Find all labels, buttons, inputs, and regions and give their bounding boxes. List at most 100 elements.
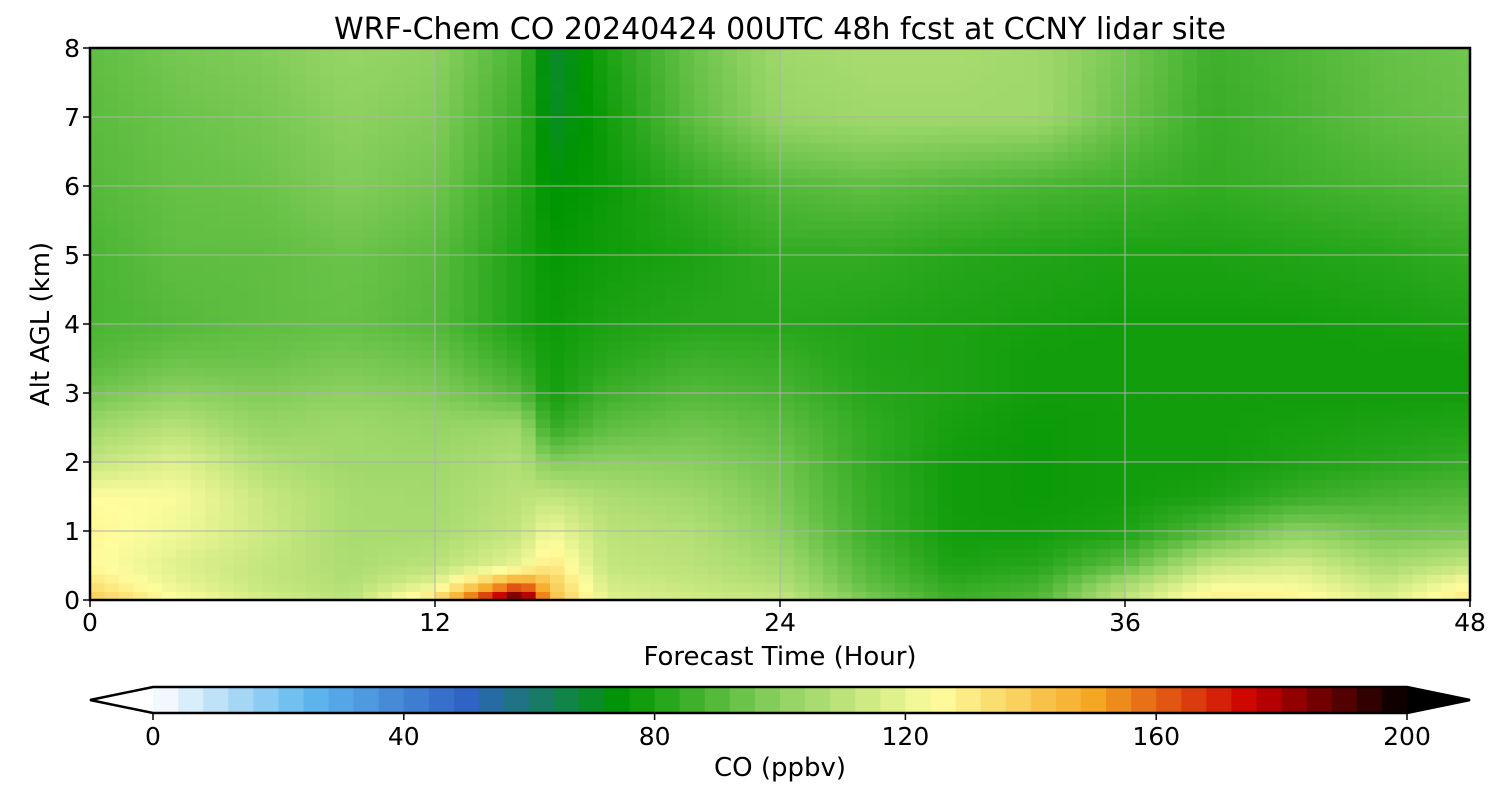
heatmap-cell [593, 220, 609, 230]
heatmap-cell [722, 591, 738, 600]
heatmap-cell [708, 436, 724, 446]
heatmap-cell [435, 401, 450, 411]
heatmap-cell [320, 513, 335, 523]
heatmap-cell [995, 160, 1011, 170]
heatmap-cell [1038, 341, 1054, 351]
heatmap-cell [406, 427, 422, 437]
heatmap-cell [593, 513, 609, 523]
heatmap-cell [895, 367, 910, 377]
heatmap-cell [190, 505, 206, 515]
heatmap-cell [219, 220, 235, 230]
heatmap-cell [291, 306, 307, 316]
heatmap-cell [1326, 168, 1342, 178]
heatmap-cell [1355, 565, 1370, 575]
heatmap-cell [506, 203, 522, 213]
heatmap-cell [1283, 496, 1299, 506]
heatmap-cell [966, 393, 982, 403]
heatmap-cell [233, 315, 249, 325]
heatmap-cell [1125, 211, 1140, 222]
heatmap-cell [492, 496, 508, 506]
heatmap-cell [1182, 582, 1198, 592]
heatmap-cell [377, 203, 393, 213]
heatmap-cell [1096, 556, 1112, 567]
heatmap-cell [420, 263, 436, 273]
heatmap-cell [90, 220, 105, 230]
heatmap-cell [1297, 444, 1313, 454]
heatmap-cell [233, 591, 249, 600]
heatmap-cell [1024, 341, 1040, 351]
heatmap-cell [1455, 401, 1470, 411]
heatmap-cell [1398, 556, 1414, 567]
heatmap-cell [1139, 324, 1155, 334]
heatmap-cell [1196, 255, 1212, 265]
heatmap-cell [1125, 591, 1140, 600]
heatmap-cell [391, 263, 407, 273]
heatmap-cell [593, 280, 609, 291]
heatmap-cell [1067, 341, 1083, 351]
heatmap-cell [679, 237, 695, 247]
heatmap-cell [435, 211, 450, 222]
heatmap-cell [1254, 375, 1270, 385]
heatmap-cell [205, 306, 220, 316]
heatmap-cell [665, 263, 680, 273]
heatmap-cell [205, 556, 220, 567]
heatmap-cell [981, 186, 997, 196]
heatmap-cell [851, 229, 867, 239]
heatmap-cell [1254, 315, 1270, 325]
heatmap-cell [823, 160, 839, 170]
heatmap-cell [133, 479, 149, 489]
heatmap-cell [1067, 479, 1083, 489]
heatmap-cell [1383, 410, 1399, 420]
heatmap-cell [621, 194, 637, 204]
heatmap-cell [1110, 298, 1126, 308]
heatmap-cell [176, 444, 192, 454]
heatmap-cell [1311, 556, 1327, 567]
heatmap-cell [449, 479, 465, 489]
heatmap-cell [391, 522, 407, 532]
heatmap-cell [593, 591, 609, 600]
heatmap-cell [966, 565, 982, 575]
heatmap-cell [1311, 177, 1327, 187]
heatmap-cell [1412, 574, 1428, 584]
heatmap-cell [1081, 393, 1097, 403]
heatmap-cell [1355, 531, 1370, 541]
heatmap-cell [1196, 591, 1212, 600]
heatmap-cell [981, 565, 997, 575]
heatmap-cell [866, 410, 882, 420]
heatmap-cell [1125, 531, 1140, 541]
heatmap-cell [1125, 220, 1140, 230]
heatmap-cell [564, 418, 580, 429]
heatmap-cell [363, 315, 379, 325]
heatmap-cell [1240, 211, 1255, 222]
heatmap-cell [118, 591, 134, 600]
heatmap-cell [866, 505, 882, 515]
heatmap-cell [521, 349, 537, 360]
heatmap-cell [406, 315, 422, 325]
heatmap-cell [679, 401, 695, 411]
heatmap-cell [1125, 556, 1140, 567]
heatmap-cell [1182, 574, 1198, 584]
heatmap-cell [291, 427, 307, 437]
heatmap-cell [1153, 470, 1169, 480]
heatmap-cell [1455, 229, 1470, 239]
heatmap-cell [1139, 513, 1155, 523]
heatmap-cell [176, 531, 192, 541]
heatmap-cell [1455, 462, 1470, 472]
heatmap-cell [923, 539, 939, 549]
heatmap-cell [161, 220, 177, 230]
heatmap-cell [1455, 565, 1470, 575]
heatmap-cell [348, 479, 364, 489]
heatmap-cell [1038, 462, 1054, 472]
heatmap-cell [593, 427, 609, 437]
heatmap-cell [133, 229, 149, 239]
heatmap-cell [1168, 367, 1184, 377]
heatmap-cell [593, 487, 609, 498]
heatmap-cell [966, 548, 982, 558]
heatmap-cell [1024, 220, 1040, 230]
heatmap-cell [607, 255, 623, 265]
heatmap-cell [751, 332, 767, 342]
heatmap-cell [607, 453, 623, 463]
heatmap-cell [1355, 522, 1370, 532]
heatmap-cell [1125, 427, 1140, 437]
heatmap-cell [794, 393, 810, 403]
